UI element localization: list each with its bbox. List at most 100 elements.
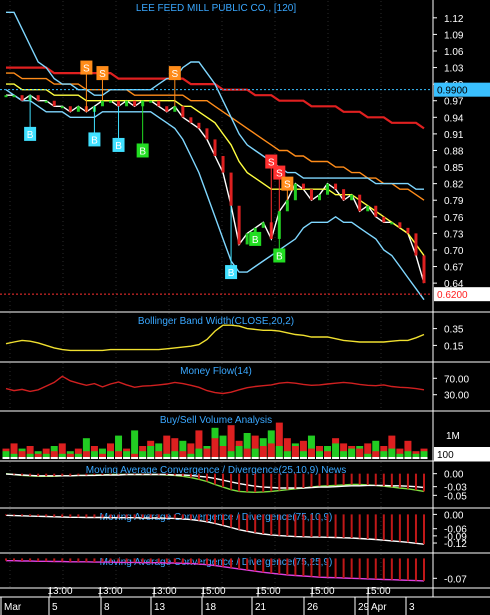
price-bar [157, 100, 161, 107]
y-tick-label: -0.12 [444, 539, 467, 550]
volume-bar-base [259, 457, 267, 459]
price-bar [229, 172, 233, 206]
y-tick-label: 0.64 [444, 279, 464, 290]
x-time-label: 13:00 [47, 586, 72, 597]
volume-bar-base [227, 457, 235, 459]
volume-bar-sell [155, 451, 163, 459]
price-bar [398, 222, 402, 228]
volume-bar-buy [187, 453, 195, 459]
x-time-label: 15:00 [255, 586, 280, 597]
volume-bar-sell [10, 443, 18, 459]
reference-value: 0.9900 [437, 86, 468, 97]
buy-signal-label: B [91, 135, 98, 146]
volume-bar-sell [58, 443, 66, 459]
volume-bar-sell [307, 448, 315, 459]
volume-bar-buy [388, 448, 396, 459]
buy-signal-label: B [139, 146, 146, 157]
y-tick-label: 0.85 [444, 163, 464, 174]
price-bar [205, 128, 209, 140]
volume-bar-base [219, 457, 227, 459]
price-bar [374, 205, 378, 217]
volume-bar-sell [219, 446, 227, 459]
volume-bar-sell [275, 422, 283, 459]
y-tick-label: 100 [437, 450, 454, 461]
y-tick-label: -0.07 [444, 574, 467, 585]
volume-bar-base [211, 457, 219, 459]
x-date-label: 5 [52, 602, 58, 613]
volume-bar-buy [10, 453, 18, 459]
price-bar [261, 222, 265, 228]
x-time-label: 13:00 [97, 586, 122, 597]
price-bar [326, 183, 330, 195]
y-tick-label: -0.05 [444, 491, 467, 502]
price-bar [125, 100, 129, 107]
reference-value: 0.6200 [437, 290, 468, 301]
sell-signal-label: S [99, 69, 106, 80]
volume-bar-buy [275, 446, 283, 459]
volume-bar-sell [163, 435, 171, 459]
volume-bar-base [163, 457, 171, 459]
volume-bar-base [372, 457, 380, 459]
volume-bar-buy [42, 453, 50, 459]
volume-bar-buy [243, 433, 251, 459]
price-bar [382, 216, 386, 223]
volume-bar-buy [82, 438, 90, 459]
volume-bar-sell [18, 451, 26, 459]
volume-bar-buy [340, 451, 348, 459]
volume-bar-base [2, 457, 10, 459]
volume-bar-base [348, 457, 356, 459]
volume-bar-base [58, 457, 66, 459]
volume-bar-base [74, 457, 82, 459]
volume-bar-sell [251, 435, 259, 459]
buy-signal-marker [249, 231, 262, 246]
price-bar [36, 95, 40, 101]
sell-signal-marker [96, 66, 109, 81]
price-bar [301, 183, 305, 190]
price-bar [189, 117, 193, 123]
y-tick-label: 0.00 [444, 470, 464, 481]
volume-bar-base [123, 457, 131, 459]
price-bar [358, 194, 362, 212]
volume-bar-buy [163, 453, 171, 459]
volume-bar-buy [26, 453, 34, 459]
volume-bar-base [275, 457, 283, 459]
volume-bar-base [316, 457, 323, 459]
price-bar [293, 183, 297, 201]
volume-bar-buy [372, 440, 380, 459]
volume-bar-base [324, 457, 332, 459]
volume-bar-base [171, 457, 179, 459]
volume-bar-buy [195, 448, 203, 459]
volume-bar-sell [404, 440, 412, 459]
series-line [5, 89, 425, 301]
volume-bar-buy [348, 448, 356, 459]
y-tick-label: 1.12 [444, 14, 464, 25]
volume-bar-base [380, 457, 388, 459]
sell-signal-marker [265, 154, 278, 169]
price-bar [318, 194, 321, 201]
volume-bar-sell [187, 443, 195, 459]
volume-bar-sell [179, 451, 187, 459]
volume-bar-sell [324, 451, 332, 459]
volume-bar-sell [243, 448, 251, 459]
volume-bar-base [267, 457, 275, 459]
price-bar [406, 227, 410, 234]
volume-bar-sell [211, 438, 219, 459]
sell-signal-label: S [276, 169, 283, 180]
price-bar [52, 100, 56, 107]
volume-bar-buy [235, 446, 243, 459]
y-tick-label: 1.09 [444, 30, 464, 41]
volume-bar-buy [299, 451, 307, 459]
volume-bar-sell [283, 438, 291, 459]
x-date-label: 18 [205, 602, 217, 613]
y-tick-label: 1.06 [444, 47, 464, 58]
price-bar [44, 100, 48, 103]
x-time-label: 15:00 [309, 586, 334, 597]
price-bar [342, 189, 346, 201]
volume-bar-base [396, 457, 404, 459]
price-bar [422, 255, 426, 284]
volume-bar-buy [171, 451, 179, 459]
y-tick-label: 70.00 [444, 374, 469, 385]
volume-bar-base [107, 457, 114, 459]
volume-bar-base [243, 457, 251, 459]
volume-bar-base [131, 457, 139, 459]
